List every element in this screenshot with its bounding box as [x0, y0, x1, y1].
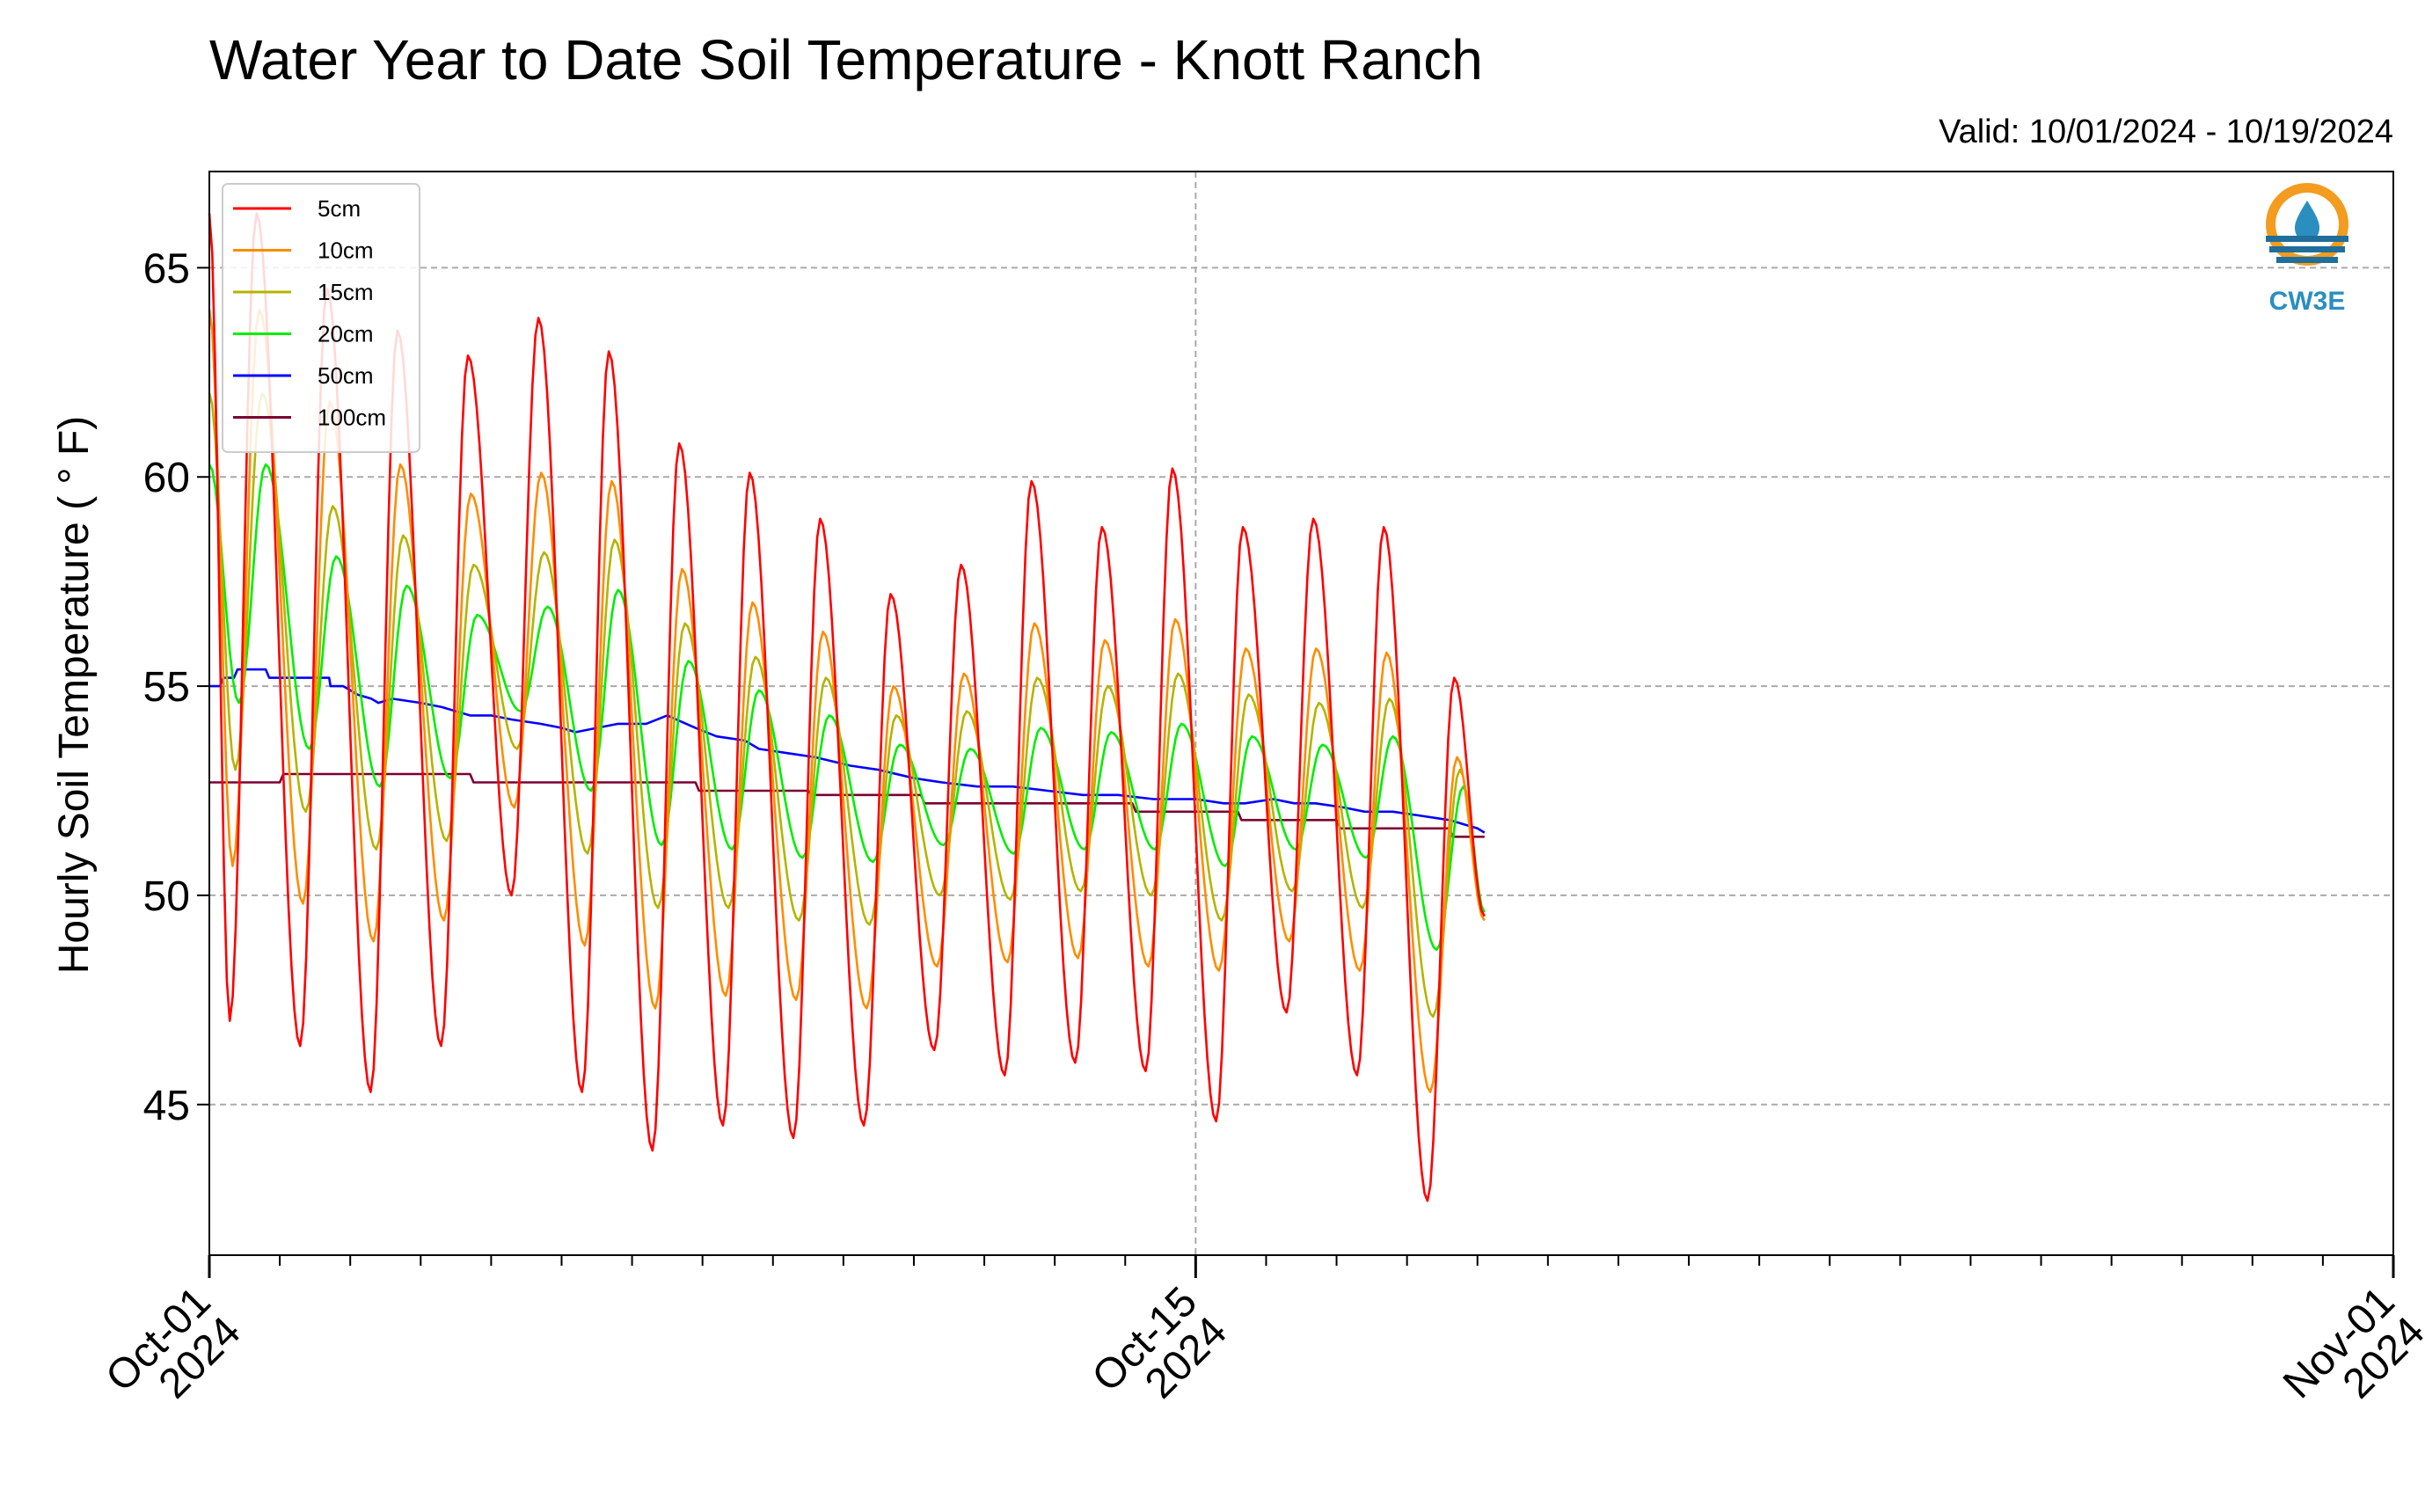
- y-tick-label: 45: [143, 1083, 190, 1129]
- cw3e-logo: CW3E: [2266, 183, 2348, 316]
- y-tick-label: 50: [143, 873, 190, 920]
- series-layer: [208, 212, 1486, 1202]
- y-tick-label: 60: [143, 455, 190, 501]
- logo-water-drop-icon: [2295, 201, 2319, 241]
- y-tick-label: 65: [143, 245, 190, 292]
- chart-subtitle: Valid: 10/01/2024 - 10/19/2024: [1939, 113, 2393, 150]
- x-axis-ticks: Oct-012024 Oct-152024 Nov-012024: [97, 1255, 2425, 1437]
- legend-label-50cm: 50cm: [318, 362, 374, 389]
- legend-label-10cm: 10cm: [318, 237, 374, 264]
- logo-wave-3: [2276, 257, 2338, 263]
- y-axis-label: Hourly Soil Temperature ( ° F): [51, 416, 98, 975]
- y-tick-label: 55: [143, 664, 190, 711]
- logo-text: CW3E: [2269, 287, 2346, 316]
- chart-title: Water Year to Date Soil Temperature - Kn…: [209, 28, 1483, 91]
- legend-label-5cm: 5cm: [318, 195, 361, 222]
- series-line-50cm: [209, 668, 1486, 834]
- legend-label-100cm: 100cm: [318, 405, 386, 431]
- logo-wave-2: [2269, 246, 2345, 252]
- legend: 5cm 10cm 15cm 20cm 50cm 100cm: [222, 183, 420, 453]
- legend-label-15cm: 15cm: [318, 279, 374, 305]
- series-line-15cm: [208, 391, 1486, 1019]
- x-tick-label: Oct-152024: [1084, 1278, 1236, 1430]
- logo-wave-1: [2266, 236, 2348, 242]
- legend-label-20cm: 20cm: [318, 321, 374, 347]
- y-axis-ticks: 45 50 55 60 65: [143, 245, 209, 1129]
- x-tick-label: Nov-012024: [2275, 1278, 2425, 1437]
- plot-area-frame: [208, 171, 2394, 1256]
- series-line-10cm: [208, 308, 1486, 1093]
- series-line-20cm: [208, 463, 1486, 952]
- x-tick-label: Oct-012024: [97, 1278, 249, 1430]
- series-line-5cm: [208, 212, 1486, 1202]
